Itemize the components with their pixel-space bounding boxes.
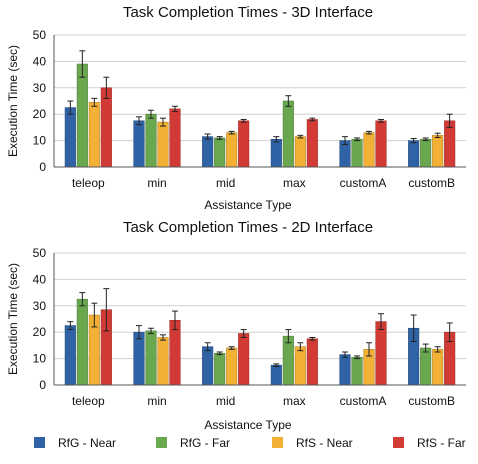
legend-item: RfG - Far	[156, 436, 230, 450]
axes	[53, 253, 466, 386]
bar	[226, 132, 238, 168]
y-tick-label: 20	[33, 107, 47, 121]
bar	[306, 338, 318, 386]
bar	[375, 321, 387, 386]
bar	[432, 135, 444, 168]
bar	[214, 137, 226, 168]
y-tick-label: 10	[33, 352, 47, 366]
bar	[64, 107, 76, 168]
x-tick-label: min	[147, 394, 166, 408]
x-tick-label: customA	[340, 394, 387, 408]
y-axis-label: Execution Time (sec)	[6, 45, 20, 157]
bar	[351, 138, 363, 168]
bar	[270, 138, 282, 168]
bar	[363, 132, 375, 168]
legend-label: RfG - Near	[58, 436, 116, 450]
error-bar-group	[67, 288, 453, 368]
bar	[339, 354, 351, 386]
y-tick-label: 50	[33, 28, 47, 42]
legend-label: RfG - Far	[180, 436, 230, 450]
x-tick-label: customB	[408, 176, 455, 190]
y-tick-label: 30	[33, 299, 47, 313]
bar	[202, 136, 214, 168]
bar	[282, 335, 294, 386]
legend-swatch	[272, 437, 283, 448]
legend-label: RfS - Near	[296, 436, 353, 450]
bar	[133, 120, 145, 168]
tick-labels: 0 10 20 30 40 50 teleop min mid max customA customB	[33, 246, 455, 408]
legend-item: RfS - Far	[393, 436, 466, 450]
bar	[214, 353, 226, 386]
bar	[133, 331, 145, 386]
bar	[64, 325, 76, 386]
bar	[294, 346, 306, 386]
legend-item: RfG - Near	[34, 436, 116, 450]
bar	[270, 364, 282, 386]
bar	[88, 102, 100, 168]
bar	[420, 138, 432, 168]
legend-swatch	[34, 437, 45, 448]
x-tick-label: max	[283, 176, 306, 190]
x-tick-label: teleop	[72, 176, 105, 190]
x-tick-label: customA	[340, 176, 387, 190]
bar	[76, 63, 88, 168]
bar-group	[64, 298, 456, 386]
x-tick-label: mid	[216, 176, 235, 190]
bar	[306, 119, 318, 168]
bar	[294, 136, 306, 168]
legend-swatch	[393, 437, 404, 448]
bar	[226, 347, 238, 386]
bar	[351, 356, 363, 386]
x-axis-label: Assistance Type	[204, 198, 291, 212]
gridlines	[54, 34, 466, 142]
y-tick-label: 40	[33, 272, 47, 286]
bar	[157, 337, 169, 386]
tick-labels: 0 10 20 30 40 50 teleop min mid max customA customB	[33, 28, 455, 190]
x-axis-label: Assistance Type	[204, 418, 291, 432]
bar	[169, 108, 181, 168]
bar	[282, 100, 294, 168]
legend-swatch	[156, 437, 167, 448]
bar	[145, 330, 157, 386]
y-tick-label: 0	[39, 378, 46, 392]
error-bar-group	[67, 50, 453, 146]
chart-2d-interface: Task Completion Times - 2D Interface Ass…	[6, 219, 466, 432]
chart-title: Task Completion Times - 2D Interface	[123, 219, 373, 236]
bar	[145, 113, 157, 168]
legend: RfG - Near RfG - Far RfS - Near RfS - Fa…	[34, 436, 466, 450]
y-axis-label: Execution Time (sec)	[6, 263, 20, 375]
x-tick-label: max	[283, 394, 306, 408]
y-tick-label: 40	[33, 54, 47, 68]
bar	[408, 140, 420, 168]
legend-item: RfS - Near	[272, 436, 353, 450]
x-tick-label: min	[147, 176, 166, 190]
bar	[157, 121, 169, 168]
y-tick-label: 10	[33, 134, 47, 148]
chart-3d-interface: Task Completion Times - 3D Interface Ass…	[6, 4, 466, 212]
y-tick-label: 20	[33, 325, 47, 339]
x-tick-label: customB	[408, 394, 455, 408]
bar	[375, 120, 387, 168]
bar	[202, 346, 214, 386]
bar	[432, 349, 444, 386]
x-tick-label: teleop	[72, 394, 105, 408]
y-tick-label: 50	[33, 246, 47, 260]
chart-title: Task Completion Times - 3D Interface	[123, 4, 373, 21]
bar	[238, 333, 250, 386]
bar	[100, 87, 112, 168]
y-tick-label: 30	[33, 81, 47, 95]
axes	[53, 35, 466, 168]
bar	[238, 120, 250, 168]
gridlines	[54, 252, 466, 360]
bar-group	[64, 63, 456, 168]
bar	[420, 347, 432, 386]
x-tick-label: mid	[216, 394, 235, 408]
bar	[76, 298, 88, 386]
legend-label: RfS - Far	[417, 436, 466, 450]
y-tick-label: 0	[39, 160, 46, 174]
